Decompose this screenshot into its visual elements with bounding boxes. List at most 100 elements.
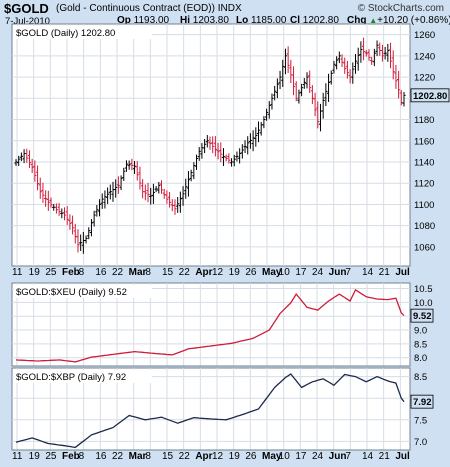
ohlc-bar bbox=[57, 202, 61, 216]
ohlc-bar bbox=[224, 154, 228, 162]
x-tick-label: 10 bbox=[279, 267, 291, 278]
x-tick-label: 8 bbox=[145, 267, 151, 278]
ohlc-bar bbox=[305, 72, 309, 89]
ohlc-bar bbox=[256, 121, 261, 143]
ohlc-bar bbox=[316, 101, 320, 129]
ohlc-bar bbox=[216, 142, 220, 160]
x-tick-label-bottom: 16 bbox=[95, 451, 107, 462]
x-tick-label: 25 bbox=[45, 267, 57, 278]
x-tick-label-bottom: May bbox=[262, 451, 282, 462]
ohlc-bar bbox=[294, 81, 298, 102]
x-tick-label-bottom: Mar bbox=[129, 451, 147, 462]
ohlc-bar bbox=[146, 182, 150, 203]
x-tick-label-bottom: 7 bbox=[345, 451, 351, 462]
ohlc-bar bbox=[197, 147, 201, 161]
ohlc-bar bbox=[178, 191, 182, 213]
quote-date: 7-Jul-2010 bbox=[5, 16, 50, 27]
x-tick-label-bottom: Jun bbox=[329, 451, 347, 462]
ohlc-bar bbox=[329, 70, 333, 85]
x-tick-label-bottom: 11 bbox=[12, 451, 23, 462]
y-tick-label: 10.0 bbox=[414, 298, 433, 309]
ohlc-bar bbox=[286, 46, 290, 74]
ohlc-bar bbox=[87, 227, 91, 240]
ohlc-bar bbox=[97, 199, 102, 217]
low-quote: Lo 1185.00 bbox=[236, 15, 286, 26]
ohlc-bar bbox=[345, 60, 350, 79]
ohlc-bar bbox=[310, 85, 315, 105]
y-tick-label: 1100 bbox=[414, 200, 434, 211]
ohlc-bar bbox=[76, 229, 80, 253]
ohlc-bar bbox=[208, 136, 212, 150]
x-tick-label: 22 bbox=[179, 267, 191, 278]
ohlc-bar bbox=[151, 183, 156, 204]
ohlc-bar bbox=[33, 160, 37, 182]
ticker-symbol: $GOLD bbox=[4, 1, 49, 16]
ohlc-bar bbox=[132, 160, 137, 174]
ohlc-bar bbox=[402, 91, 406, 107]
ohlc-bar bbox=[273, 85, 277, 101]
ohlc-bar bbox=[205, 135, 209, 148]
ohlc-bar bbox=[70, 215, 75, 235]
ohlc-bar bbox=[243, 140, 247, 153]
ohlc-bar bbox=[62, 207, 67, 221]
x-tick-label: 19 bbox=[29, 267, 41, 278]
ohlc-bar bbox=[192, 162, 196, 180]
ohlc-bar bbox=[262, 116, 266, 129]
ohlc-bar bbox=[157, 181, 161, 194]
ohlc-bar bbox=[119, 175, 123, 191]
ohlc-bar bbox=[173, 199, 177, 215]
ohlc-bar bbox=[238, 148, 242, 164]
x-tick-label-bottom: 25 bbox=[45, 451, 57, 462]
open-quote: Op 1193.00 bbox=[117, 15, 169, 26]
last-value-label: 1202.80 bbox=[413, 91, 447, 102]
panel-label-bg bbox=[14, 285, 152, 298]
ohlc-bar bbox=[17, 155, 21, 166]
ohlc-bar bbox=[19, 152, 24, 162]
ohlc-bar bbox=[189, 169, 193, 182]
last-value-box bbox=[410, 394, 434, 409]
ohlc-bar bbox=[202, 139, 207, 154]
ohlc-bar bbox=[343, 57, 347, 74]
x-tick-label: 11 bbox=[12, 267, 23, 278]
x-tick-label: 19 bbox=[229, 267, 241, 278]
x-tick-label: 14 bbox=[362, 267, 374, 278]
ohlc-bar bbox=[100, 193, 104, 209]
x-tick-label-bottom: 8 bbox=[145, 451, 151, 462]
x-tick-label-bottom: Jul bbox=[395, 451, 410, 462]
last-value-box bbox=[410, 88, 450, 103]
x-tick-label-bottom: 8 bbox=[79, 451, 85, 462]
x-tick-label: 26 bbox=[245, 267, 257, 278]
x-tick-label: Apr bbox=[195, 267, 212, 278]
ohlc-bar bbox=[246, 136, 250, 155]
ohlc-bar bbox=[335, 56, 339, 70]
ohlc-bar bbox=[264, 108, 269, 121]
x-tick-label: Jul bbox=[395, 267, 410, 278]
ohlc-bar bbox=[326, 73, 331, 102]
x-tick-label: 21 bbox=[379, 267, 391, 278]
x-tick-label: 8 bbox=[79, 267, 85, 278]
ohlc-bar bbox=[105, 187, 110, 204]
ohlc-bar bbox=[227, 153, 231, 164]
high-label: Hi bbox=[180, 15, 190, 26]
ohlc-bar bbox=[159, 180, 164, 194]
ohlc-bar bbox=[41, 182, 45, 203]
x-tick-label-bottom: 19 bbox=[229, 451, 241, 462]
close-value: 1202.80 bbox=[302, 15, 339, 26]
ohlc-bar bbox=[372, 48, 376, 67]
ohlc-bar bbox=[394, 64, 398, 89]
x-tick-label-bottom: Feb bbox=[62, 451, 80, 462]
x-tick-label-bottom: 10 bbox=[279, 451, 291, 462]
x-tick-label-bottom: 12 bbox=[212, 451, 224, 462]
ohlc-bar bbox=[291, 66, 296, 96]
ohlc-bar bbox=[95, 204, 99, 217]
ohlc-bar bbox=[108, 184, 112, 200]
ohlc-bar bbox=[103, 190, 107, 209]
x-tick-label-bottom: 21 bbox=[379, 451, 391, 462]
ohlc-bar bbox=[79, 234, 83, 251]
ohlc-bar bbox=[149, 187, 153, 205]
ohlc-bar bbox=[211, 136, 215, 154]
ohlc-bar bbox=[219, 142, 223, 163]
ohlc-bar bbox=[267, 101, 271, 119]
ohlc-bar bbox=[281, 59, 285, 87]
panel-label: $GOLD:$XEU (Daily) 9.52 bbox=[16, 287, 127, 298]
